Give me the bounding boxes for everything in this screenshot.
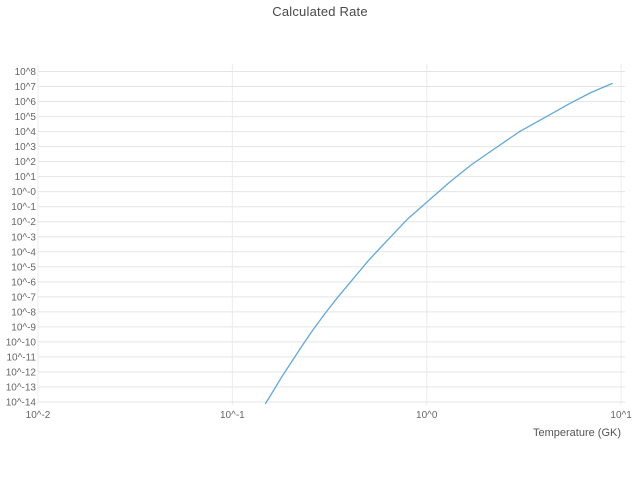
x-tick-label: 10^1	[610, 410, 632, 421]
x-tick-label: 10^0	[416, 410, 438, 421]
y-tick-label: 10^-0	[11, 187, 36, 198]
y-tick-label: 10^8	[15, 67, 37, 78]
y-tick-label: 10^-5	[11, 262, 36, 273]
y-tick-label: 10^-7	[11, 292, 36, 303]
series-calculated-rate	[264, 82, 613, 405]
y-tick-label: 10^-10	[6, 337, 37, 348]
chart-title: Calculated Rate	[272, 4, 368, 19]
y-tick-label: 10^-9	[11, 322, 36, 333]
y-tick-label: 10^4	[15, 127, 37, 138]
y-tick-label: 10^5	[15, 112, 37, 123]
y-tick-label: 10^3	[15, 142, 37, 153]
x-axis-label: Temperature (GK)	[533, 427, 621, 439]
y-tick-label: 10^-12	[6, 367, 37, 378]
y-tick-label: 10^-13	[6, 382, 37, 393]
y-tick-label: 10^-8	[11, 307, 36, 318]
y-tick-label: 10^-11	[6, 352, 36, 363]
y-tick-label: 10^-2	[11, 217, 36, 228]
y-tick-label: 10^-1	[11, 202, 36, 213]
y-tick-label: 10^2	[15, 157, 37, 168]
y-tick-label: 10^-14	[6, 397, 37, 408]
y-tick-label: 10^-4	[11, 247, 36, 258]
y-tick-label: 10^-6	[11, 277, 36, 288]
y-tick-label: 10^7	[15, 82, 37, 93]
y-tick-label: 10^1	[15, 172, 37, 183]
y-tick-label: 10^6	[15, 97, 37, 108]
y-tick-label: 10^-3	[11, 232, 36, 243]
x-tick-label: 10^-2	[26, 410, 51, 421]
x-tick-label: 10^-1	[220, 410, 245, 421]
